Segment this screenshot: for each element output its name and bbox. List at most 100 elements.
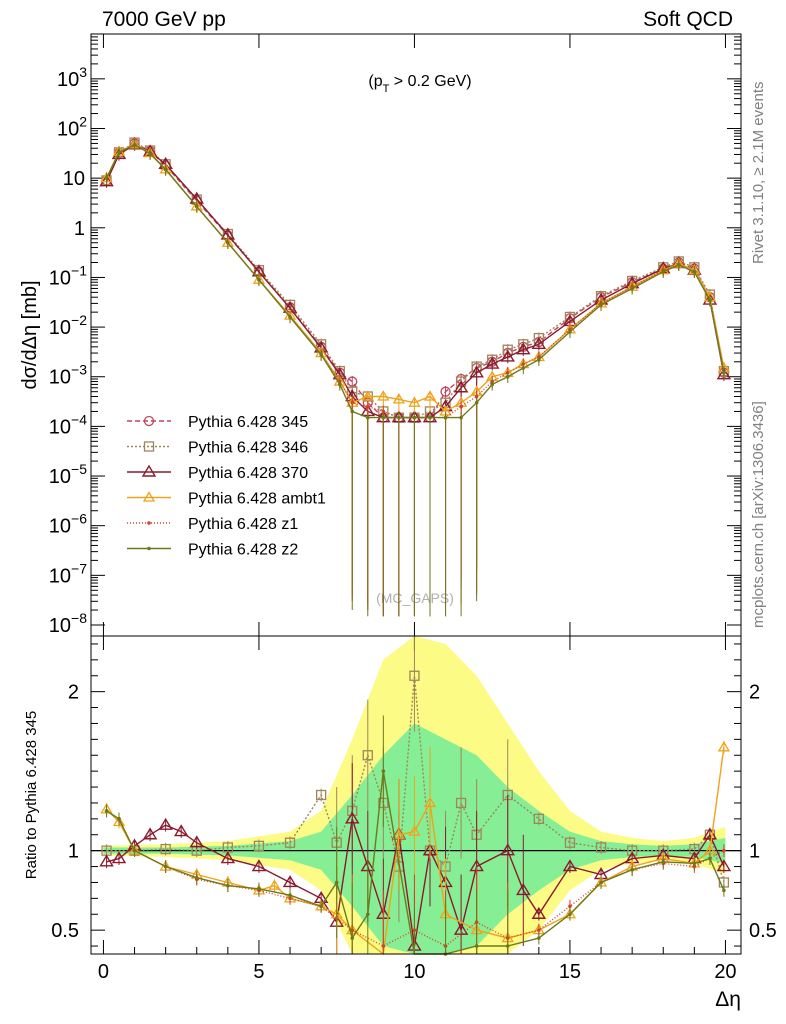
ratio-point	[282, 875, 298, 888]
ratio-point	[408, 825, 421, 836]
legend-label: Pythia 6.428 370	[188, 465, 308, 482]
ratio-point	[158, 817, 173, 830]
ratio-point	[288, 893, 292, 897]
data-point	[722, 371, 726, 375]
ratio-point	[381, 769, 386, 773]
data-point	[392, 393, 406, 404]
ratio-point	[251, 859, 267, 872]
ratio-y-label: Ratio to Pythia 6.428 345	[23, 711, 40, 879]
rivet-version-label: Rivet 3.1.10, ≥ 2.1M events	[750, 82, 767, 265]
main-tick-label: 10−4	[49, 411, 87, 438]
data-point	[500, 349, 515, 362]
data-point	[350, 400, 355, 405]
series-line	[105, 144, 725, 419]
ratio-series-4	[104, 715, 726, 956]
ratio-point	[319, 904, 323, 909]
data-point	[361, 390, 374, 401]
ratio-tick-label: 0.5	[51, 920, 79, 942]
data-point	[661, 269, 666, 274]
ratio-point	[716, 859, 732, 872]
main-tick-label: 10−5	[49, 461, 87, 488]
legend-marker	[147, 546, 151, 551]
ratio-tick-label-right: 2	[749, 682, 760, 704]
ratio-point	[381, 944, 386, 948]
data-point	[428, 415, 432, 420]
data-point	[630, 286, 634, 291]
legend-label: Pythia 6.428 ambt1	[188, 491, 326, 508]
legend-marker	[143, 441, 155, 452]
data-point	[365, 404, 370, 409]
main-tick-label: 1	[74, 218, 85, 240]
data-point	[408, 396, 421, 407]
main-tick-label: 102	[57, 113, 87, 140]
series-line	[105, 144, 725, 419]
source-label: mcplots.cern.ch [arXiv:1306.3436]	[750, 401, 767, 628]
ratio-tick-label: 1	[68, 841, 79, 863]
data-point	[521, 366, 526, 370]
data-point	[257, 277, 261, 282]
ratio-series-group	[99, 636, 732, 956]
ratio-point	[599, 880, 603, 885]
ratio-point	[268, 879, 281, 890]
ratio-point	[717, 741, 731, 752]
main-y-label: dσ/dΔη [mb]	[19, 280, 41, 389]
ratio-point	[365, 912, 370, 917]
ratio-point	[132, 848, 137, 853]
data-point	[319, 352, 323, 357]
ratio-point	[253, 840, 265, 852]
x-tick-label: 20	[714, 961, 736, 983]
data-point	[484, 356, 500, 369]
series-line	[105, 144, 725, 419]
ratio-point	[163, 864, 168, 869]
ratio-point	[160, 843, 171, 855]
data-point	[708, 298, 712, 302]
ratio-point	[568, 904, 572, 909]
main-tick-label: 103	[57, 64, 87, 91]
header-left: 7000 GeV pp	[102, 8, 226, 31]
ratio-point	[112, 815, 126, 827]
main-tick-label: 10	[63, 168, 85, 190]
data-point	[443, 415, 448, 420]
data-point	[531, 336, 547, 350]
data-point	[692, 269, 697, 274]
legend-marker	[143, 415, 155, 427]
data-point	[516, 342, 531, 355]
main-tick-label: 10−7	[49, 560, 87, 587]
ratio-frame	[90, 635, 742, 955]
ratio-point	[455, 797, 467, 809]
ratio-point	[315, 789, 327, 801]
ratio-point	[722, 848, 726, 853]
data-point	[381, 415, 386, 420]
legend-marker	[142, 491, 156, 502]
ratio-point	[564, 837, 576, 848]
ratio-point	[516, 883, 531, 896]
data-point	[226, 240, 230, 245]
data-point	[490, 382, 494, 387]
ratio-point	[117, 817, 121, 821]
data-point	[440, 386, 451, 397]
data-point	[568, 330, 572, 334]
ratio-point	[537, 928, 541, 932]
ratio-point	[423, 796, 437, 808]
ratio-point	[531, 906, 547, 919]
data-point	[453, 380, 469, 393]
data-point	[505, 374, 510, 379]
ratio-point	[284, 837, 296, 848]
ratio-tick-label: 2	[68, 682, 79, 704]
ratio-panel: 0.5 0.51 12 20 5 10 15 20 Ratio to Pythia 6.428…	[23, 635, 777, 1011]
data-point	[474, 400, 479, 405]
data-point	[537, 357, 541, 362]
legend: Pythia 6.428 345 Pythia 6.428 346 Pythia 6…	[127, 414, 326, 559]
series-line	[105, 142, 725, 419]
x-tick-label: 5	[253, 961, 264, 983]
data-point	[104, 176, 109, 180]
main-y-ticks: 10310210110−110−210−310−410−510−610−710−…	[49, 33, 741, 637]
ratio-point	[595, 842, 607, 853]
data-point	[338, 382, 342, 387]
ratio-tick-label-right: 0.5	[749, 920, 777, 942]
legend-marker	[141, 464, 157, 477]
series-5	[104, 139, 726, 617]
ratio-point	[533, 813, 544, 824]
main-tick-label: 10−2	[49, 312, 87, 339]
